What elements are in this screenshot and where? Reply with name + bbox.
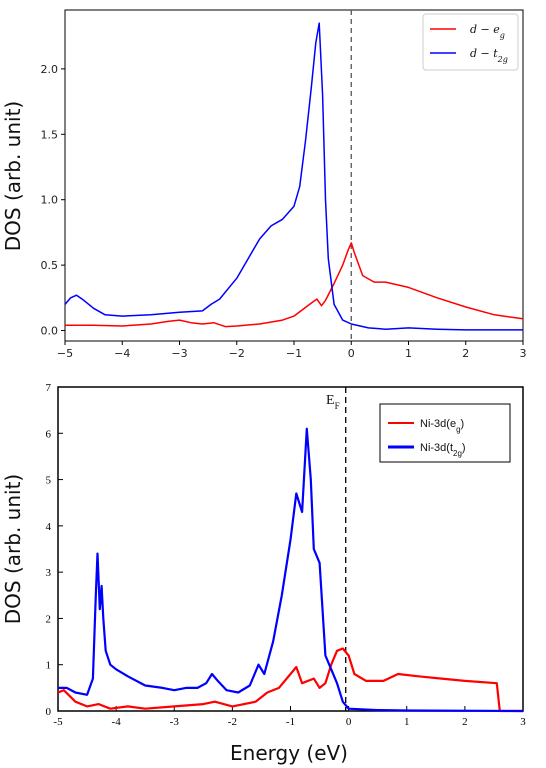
bottom-series	[57, 427, 524, 713]
bottom-series-line-eg	[57, 647, 523, 713]
y-tick-label: 6	[46, 428, 52, 440]
bottom-legend-box	[379, 403, 511, 463]
x-tick-label: −4	[114, 347, 130, 360]
x-tick-label: −1	[286, 347, 302, 360]
bottom-legend: Ni-3d(eg) Ni-3d(t2g)	[379, 403, 511, 463]
x-tick-label: −2	[229, 347, 245, 360]
y-tick-label: 0.5	[41, 259, 59, 272]
x-tick-label: -2	[228, 716, 237, 728]
top-series-line-eg	[65, 242, 524, 328]
x-tick-label: 1	[404, 716, 410, 728]
x-tick-label: 0	[346, 716, 352, 728]
x-tick-label: −3	[171, 347, 187, 360]
bottom-dos-panel: -5 -4 -3 -2 -1 0 1 2 3 0 1 2 3 4 5 6 7 EF DOS (arb. unit…	[1, 382, 526, 765]
top-series	[64, 22, 524, 331]
x-tick-label: 2	[462, 347, 469, 360]
top-ticks: −5 −4 −3 −2 −1 0 1 2 3 0.0 0.5 1.0 1.5 2.0	[41, 63, 527, 360]
y-tick-label: 4	[46, 521, 52, 533]
x-tick-label: 0	[348, 347, 355, 360]
x-tick-label: 3	[520, 347, 527, 360]
x-tick-label: 1	[405, 347, 412, 360]
y-tick-label: 5	[46, 475, 52, 487]
x-tick-label: -1	[286, 716, 295, 728]
x-tick-label: -3	[170, 716, 180, 728]
x-tick-label: -4	[112, 716, 122, 728]
bottom-ticks: -5 -4 -3 -2 -1 0 1 2 3 0 1 2 3 4 5 6 7	[46, 382, 527, 728]
y-tick-label: 3	[46, 567, 52, 579]
bottom-legend-label-t2g: Ni-3d(t2g)	[420, 442, 466, 458]
y-tick-label: 0.0	[41, 325, 59, 338]
y-tick-label: 7	[46, 382, 52, 394]
y-tick-label: 1.0	[41, 194, 59, 207]
y-tick-label: 2.0	[41, 63, 59, 76]
top-legend-label-eg: d − eg	[470, 23, 505, 40]
x-tick-label: -5	[53, 716, 63, 728]
top-y-axis-label: DOS (arb. unit)	[1, 101, 25, 251]
bottom-x-axis-label: Energy (eV)	[230, 741, 348, 765]
x-tick-label: 2	[462, 716, 468, 728]
bottom-series-line-t2g	[58, 427, 524, 713]
top-legend-label-t2g: d − t2g	[470, 47, 508, 64]
y-tick-label: 1	[46, 660, 52, 672]
top-dos-panel: −5 −4 −3 −2 −1 0 1 2 3 0.0 0.5 1.0 1.5 2.0 DOS (arb. …	[1, 9, 527, 360]
x-tick-label: −5	[57, 347, 73, 360]
x-tick-label: 3	[520, 716, 526, 728]
y-tick-label: 2	[46, 613, 52, 625]
top-series-line-t2g	[64, 22, 523, 331]
bottom-y-axis-label: DOS (arb. unit)	[1, 474, 25, 624]
y-tick-label: 1.5	[41, 128, 59, 141]
y-tick-label: 0	[46, 706, 52, 718]
bottom-legend-label-eg: Ni-3d(eg)	[420, 418, 464, 434]
top-legend: d − eg d − t2g	[422, 13, 519, 71]
fermi-level-annotation: EF	[326, 393, 340, 411]
top-legend-box	[422, 13, 519, 71]
